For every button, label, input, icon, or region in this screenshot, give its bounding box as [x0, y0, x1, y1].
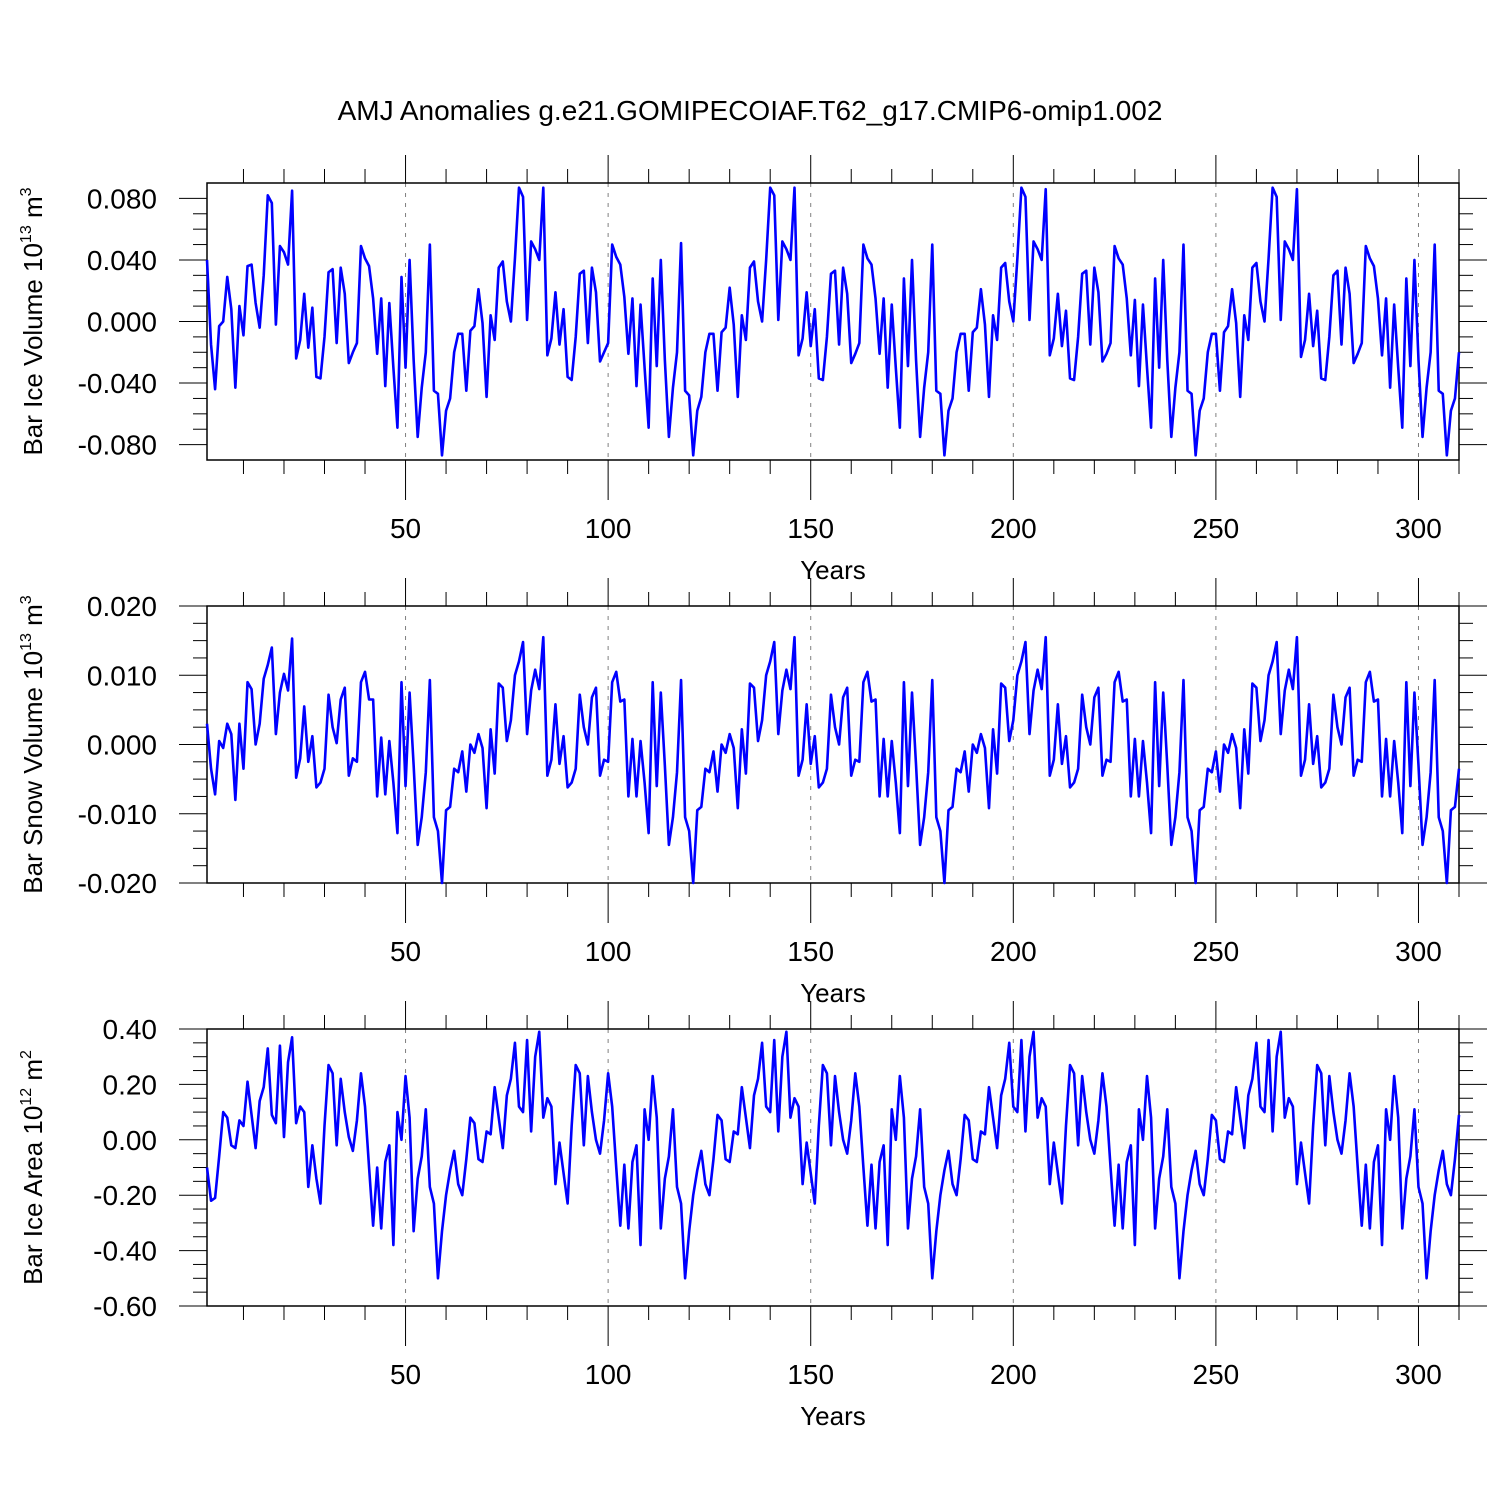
panels: 50 100 150 200 250 300 -0.080 -0.040 0.000 0.040 0…	[18, 155, 1487, 1431]
y-tick-label: -0.080	[78, 430, 157, 461]
x-axis-label: Years	[800, 978, 866, 1008]
x-axis-label: Years	[800, 1401, 866, 1431]
panel-2: 50 100 150 200 250 300 -0.020 -0.010 0.000 0.010 0…	[18, 578, 1487, 1008]
y-tick-label: -0.010	[78, 799, 157, 830]
x-tick-label: 300	[1395, 1359, 1442, 1390]
y-tick-label: 0.000	[87, 307, 157, 338]
x-tick-label: 300	[1395, 513, 1442, 544]
y-tick-label: -0.60	[93, 1291, 157, 1322]
x-tick-label: 50	[390, 513, 421, 544]
y-axis-label: Bar Ice Area 1012 m2	[18, 1050, 48, 1285]
x-tick-label: 100	[585, 513, 632, 544]
y-tick-label: 0.40	[103, 1014, 158, 1045]
y-tick-label: 0.010	[87, 660, 157, 691]
x-tick-label: 150	[787, 513, 834, 544]
x-axis-label: Years	[800, 555, 866, 585]
y-tick-label: 0.020	[87, 591, 157, 622]
y-axis-label: Bar Snow Volume 1013 m3	[18, 595, 48, 894]
y-axis-label: Bar Ice Volume 1013 m3	[18, 187, 48, 455]
x-tick-label: 100	[585, 1359, 632, 1390]
x-tick-label: 250	[1193, 1359, 1240, 1390]
x-tick-label: 150	[787, 936, 834, 967]
y-tick-label: 0.00	[103, 1125, 158, 1156]
x-tick-label: 200	[990, 1359, 1037, 1390]
panel-3: 50 100 150 200 250 300 -0.60 -0.40 -0.20 0.00 0.20…	[18, 1001, 1487, 1431]
series-line	[205, 186, 1461, 457]
series-line	[205, 635, 1461, 885]
y-tick-label: 0.20	[103, 1069, 158, 1100]
x-tick-label: 250	[1193, 936, 1240, 967]
y-tick-label: 0.000	[87, 730, 157, 761]
x-tick-label: 200	[990, 513, 1037, 544]
y-tick-label: -0.040	[78, 368, 157, 399]
x-tick-label: 150	[787, 1359, 834, 1390]
y-tick-label: -0.020	[78, 868, 157, 899]
y-tick-label: 0.040	[87, 245, 157, 276]
series-line	[205, 1030, 1461, 1280]
x-tick-label: 250	[1193, 513, 1240, 544]
chart-title: AMJ Anomalies g.e21.GOMIPECOIAF.T62_g17.…	[338, 95, 1163, 126]
plot-frame	[206, 605, 1460, 884]
x-tick-label: 50	[390, 936, 421, 967]
x-tick-label: 300	[1395, 936, 1442, 967]
x-tick-label: 100	[585, 936, 632, 967]
y-tick-label: 0.080	[87, 183, 157, 214]
y-tick-label: -0.40	[93, 1236, 157, 1267]
panel-1: 50 100 150 200 250 300 -0.080 -0.040 0.000 0.040 0…	[18, 155, 1487, 585]
x-tick-label: 200	[990, 936, 1037, 967]
x-tick-label: 50	[390, 1359, 421, 1390]
y-tick-label: -0.20	[93, 1180, 157, 1211]
